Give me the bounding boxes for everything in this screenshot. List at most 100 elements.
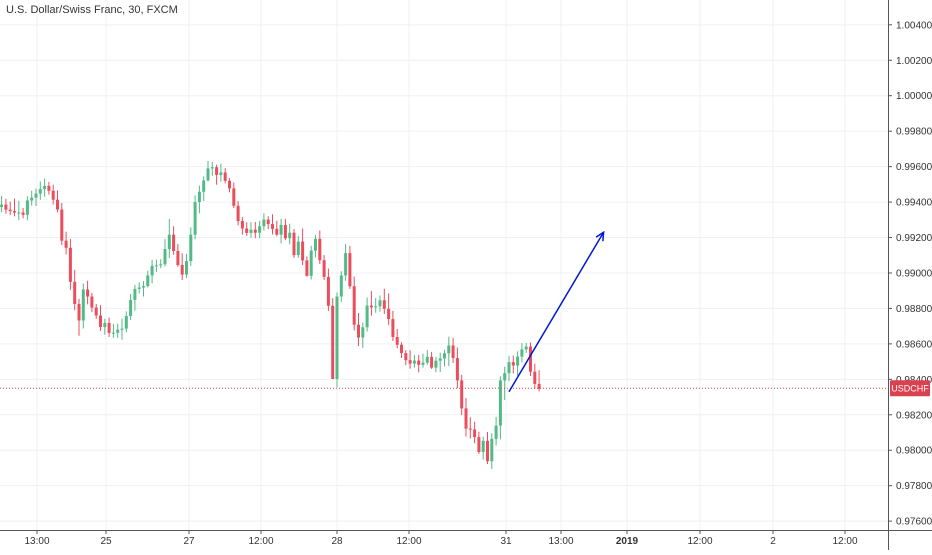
candle-body-6 [25, 200, 29, 215]
candle-body-46 [197, 191, 201, 203]
candle-body-74 [318, 238, 322, 261]
candle-body-83 [357, 324, 360, 338]
candle-body-81 [348, 253, 352, 287]
chart-title: U.S. Dollar/Swiss Franc, 30, FXCM [6, 4, 178, 16]
x-tick-label-2: 27 [183, 536, 195, 547]
candle-body-42 [180, 265, 184, 275]
candle-body-36 [154, 265, 158, 267]
candle-body-26 [111, 332, 115, 334]
candle-body-19 [81, 289, 85, 321]
candle-body-88 [378, 300, 382, 307]
candle-body-71 [305, 260, 309, 276]
x-tick-label-8: 2019 [616, 536, 639, 547]
candle-body-100 [430, 356, 434, 368]
candle-body-116 [498, 380, 502, 426]
y-tick-label-11: 0.98200 [896, 410, 932, 421]
candle-body-76 [326, 276, 330, 306]
candle-body-72 [309, 250, 313, 276]
candle-body-113 [486, 440, 489, 462]
candle-body-78 [335, 296, 339, 379]
y-tick-label-3: 0.99800 [896, 127, 932, 138]
candle-body-61 [262, 219, 266, 227]
candle-body-69 [296, 241, 300, 256]
candle-body-58 [249, 229, 253, 233]
candle-body-96 [412, 360, 416, 364]
candle-body-48 [206, 168, 210, 181]
candle-body-109 [468, 428, 472, 430]
candle-body-60 [258, 226, 262, 233]
x-tick-label-7: 13:00 [548, 536, 573, 547]
candle-body-117 [503, 373, 507, 381]
candle-body-25 [107, 322, 111, 333]
x-tick-label-6: 31 [500, 536, 512, 547]
x-tick-label-1: 25 [100, 536, 112, 547]
candle-body-59 [253, 229, 257, 233]
candle-body-73 [314, 238, 317, 251]
candle-body-103 [443, 353, 446, 359]
candle-body-95 [408, 360, 412, 364]
candle-body-87 [374, 306, 378, 308]
y-tick-label-1: 1.00200 [896, 56, 932, 67]
y-tick-label-2: 1.00000 [896, 91, 932, 102]
candle-body-66 [283, 224, 287, 239]
candle-body-1 [4, 204, 8, 210]
candle-body-111 [477, 437, 481, 453]
candle-body-53 [228, 180, 231, 189]
candle-body-34 [146, 275, 150, 287]
candle-body-90 [387, 308, 391, 320]
candle-body-125 [537, 383, 541, 389]
candle-body-119 [511, 362, 515, 366]
candle-body-115 [494, 425, 498, 439]
candle-body-84 [361, 327, 365, 338]
candle-body-0 [0, 204, 4, 208]
candle-body-86 [369, 305, 373, 308]
candle-body-97 [417, 360, 421, 365]
candle-body-28 [120, 328, 124, 330]
x-tick-label-3: 12:00 [248, 536, 273, 547]
candle-body-105 [451, 345, 455, 359]
y-tick-label-8: 0.98800 [896, 304, 932, 315]
candle-body-9 [38, 189, 42, 194]
candle-body-33 [142, 286, 145, 288]
candle-body-124 [533, 371, 537, 384]
candle-body-94 [404, 353, 408, 361]
candle-body-85 [365, 305, 369, 328]
arrow-shaft[interactable] [508, 231, 605, 393]
y-tick-label-7: 0.99000 [896, 268, 932, 279]
candle-body-82 [352, 286, 356, 325]
x-tick-label-5: 12:00 [396, 536, 421, 547]
candle-body-45 [193, 202, 197, 235]
arrow-head[interactable] [595, 230, 605, 242]
candle-body-18 [77, 303, 81, 321]
candle-body-106 [455, 358, 459, 381]
candle-body-98 [421, 362, 425, 365]
price-badge [890, 380, 930, 397]
x-tick-label-4: 28 [331, 536, 343, 547]
candle-body-4 [17, 212, 21, 214]
x-tick-label-11: 12:00 [832, 536, 857, 547]
candle-body-70 [301, 241, 305, 261]
candle-body-123 [529, 346, 532, 372]
candle-body-47 [202, 180, 206, 192]
candle-body-29 [124, 316, 128, 329]
candle-body-35 [150, 265, 154, 276]
candle-body-114 [490, 438, 494, 462]
y-tick-label-13: 0.97800 [896, 481, 932, 492]
candle-body-89 [382, 300, 386, 309]
y-tick-label-4: 0.99600 [896, 162, 932, 173]
candle-body-120 [516, 356, 520, 366]
price-badge-label: USDCHF [891, 384, 929, 394]
candle-body-104 [447, 345, 451, 354]
candle-body-11 [47, 185, 51, 191]
candle-body-110 [473, 429, 477, 438]
candle-body-41 [176, 250, 180, 265]
candle-body-12 [51, 190, 55, 200]
candle-body-118 [507, 362, 511, 374]
candle-body-16 [68, 247, 72, 282]
candle-body-43 [185, 261, 188, 275]
candle-body-75 [322, 260, 326, 277]
candle-body-38 [163, 249, 167, 265]
candle-body-93 [400, 344, 403, 354]
candle-body-14 [60, 209, 64, 241]
